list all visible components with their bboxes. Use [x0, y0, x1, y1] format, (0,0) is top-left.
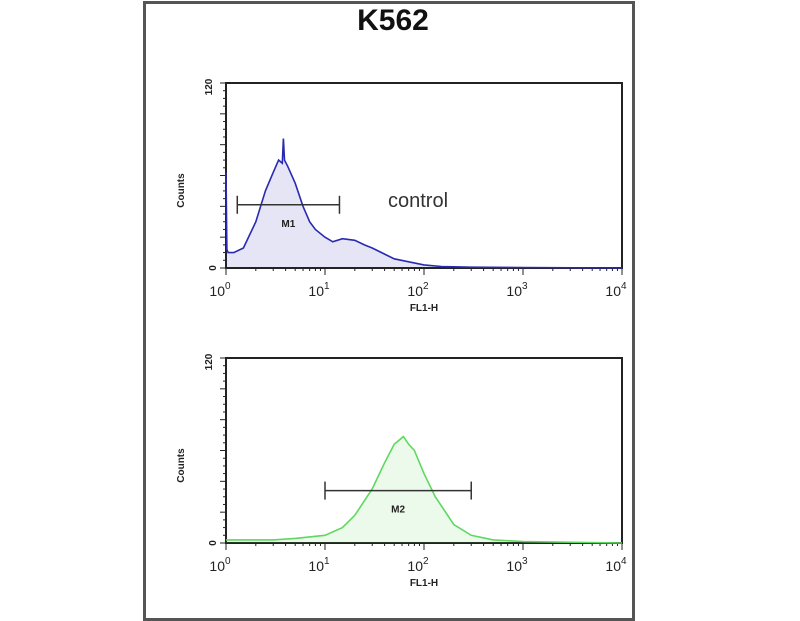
figure-title: K562 [357, 4, 429, 37]
x-tick-base: 10 [209, 283, 225, 299]
x-tick-exponent: 4 [621, 556, 627, 567]
x-tick-exponent: 4 [621, 281, 627, 292]
x-tick-label: 103 [506, 281, 528, 299]
x-tick-label: 102 [407, 556, 429, 574]
x-axis-label: FL1-H [410, 303, 438, 314]
x-tick-base: 10 [605, 558, 621, 574]
x-tick-label: 100 [209, 281, 231, 299]
x-tick-base: 10 [209, 558, 225, 574]
y-axis-label: Counts [176, 173, 187, 208]
x-tick-base: 10 [506, 558, 522, 574]
x-tick-label: 100 [209, 556, 231, 574]
histogram-fill [226, 436, 622, 543]
x-tick-base: 10 [506, 283, 522, 299]
x-tick-exponent: 3 [522, 281, 528, 292]
histogram-line [226, 435, 623, 544]
x-tick-exponent: 2 [423, 281, 429, 292]
annotation-control: control [388, 190, 448, 212]
x-tick-label: 104 [605, 556, 627, 574]
x-tick-base: 10 [605, 283, 621, 299]
y-tick-label-0: 0 [208, 265, 219, 271]
x-tick-base: 10 [308, 283, 324, 299]
x-tick-exponent: 0 [225, 556, 231, 567]
gate-label: M2 [391, 505, 405, 516]
x-tick-label: 104 [605, 281, 627, 299]
y-tick-label-120: 120 [204, 353, 215, 370]
x-tick-base: 10 [407, 283, 423, 299]
x-tick-label: 102 [407, 281, 429, 299]
gate-label: M1 [281, 219, 295, 230]
y-tick-label-0: 0 [208, 540, 219, 546]
x-tick-base: 10 [308, 558, 324, 574]
x-tick-exponent: 0 [225, 281, 231, 292]
y-axis-label: Counts [176, 448, 187, 483]
x-tick-base: 10 [407, 558, 423, 574]
y-tick-label-120: 120 [204, 78, 215, 95]
x-tick-exponent: 3 [522, 556, 528, 567]
x-tick-exponent: 2 [423, 556, 429, 567]
histogram-fill [226, 138, 622, 268]
x-tick-exponent: 1 [324, 556, 330, 567]
x-axis-label: FL1-H [410, 578, 438, 589]
x-tick-label: 103 [506, 556, 528, 574]
x-tick-label: 101 [308, 556, 330, 574]
x-tick-exponent: 1 [324, 281, 330, 292]
histogram-line [225, 138, 623, 269]
x-tick-label: 101 [308, 281, 330, 299]
histogram-figure: 100 101 102 103 1040120FL1-HCountsM1control1… [176, 78, 627, 589]
